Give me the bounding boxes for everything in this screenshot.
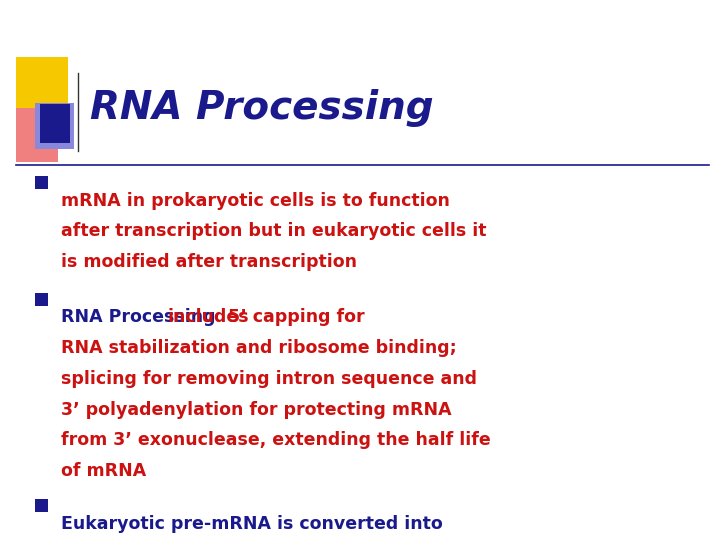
FancyBboxPatch shape <box>35 176 48 189</box>
FancyBboxPatch shape <box>35 499 48 512</box>
FancyBboxPatch shape <box>16 108 58 162</box>
Text: 5’ capping for: 5’ capping for <box>222 308 365 326</box>
Text: RNA Processing: RNA Processing <box>90 89 433 127</box>
Text: Eukaryotic pre-mRNA is converted into: Eukaryotic pre-mRNA is converted into <box>61 515 443 532</box>
Text: is modified after transcription: is modified after transcription <box>61 253 357 271</box>
Text: includes: includes <box>168 308 249 326</box>
Text: of mRNA: of mRNA <box>61 462 146 480</box>
FancyBboxPatch shape <box>16 57 68 119</box>
Text: RNA stabilization and ribosome binding;: RNA stabilization and ribosome binding; <box>61 339 457 357</box>
Text: from 3’ exonuclease, extending the half life: from 3’ exonuclease, extending the half … <box>61 431 491 449</box>
FancyBboxPatch shape <box>35 293 48 306</box>
FancyBboxPatch shape <box>40 104 70 143</box>
Text: mRNA in prokaryotic cells is to function: mRNA in prokaryotic cells is to function <box>61 192 450 210</box>
Text: 3’ polyadenylation for protecting mRNA: 3’ polyadenylation for protecting mRNA <box>61 401 452 418</box>
Text: RNA Processing: RNA Processing <box>61 308 222 326</box>
Text: after transcription but in eukaryotic cells it: after transcription but in eukaryotic ce… <box>61 222 487 240</box>
Text: splicing for removing intron sequence and: splicing for removing intron sequence an… <box>61 370 477 388</box>
FancyBboxPatch shape <box>35 103 74 148</box>
